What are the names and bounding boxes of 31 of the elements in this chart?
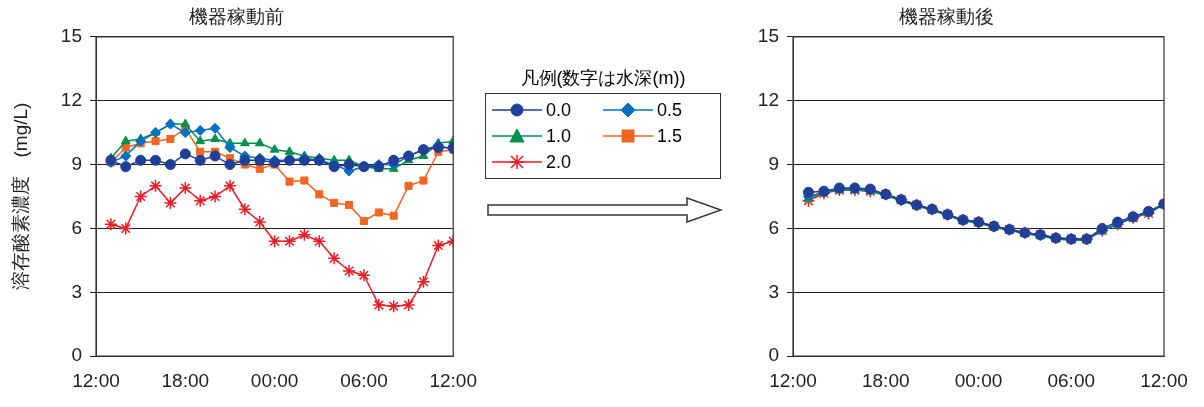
y-tick-label: 12 <box>757 88 779 110</box>
legend-label: 1.5 <box>657 125 683 147</box>
chart-title: 機器稼動後 <box>898 5 994 27</box>
x-tick-label: 18:00 <box>161 369 210 391</box>
x-tick-label: 18:00 <box>861 369 910 391</box>
chart-title: 機器稼動前 <box>189 5 284 27</box>
legend-label: 0.5 <box>657 99 683 121</box>
legend-label: 1.0 <box>546 125 572 147</box>
x-tick-label: 00:00 <box>954 369 1003 391</box>
y-tick-label: 6 <box>71 216 82 238</box>
x-tick-label: 12:00 <box>429 369 477 391</box>
y-tick-label: 9 <box>71 152 82 174</box>
x-tick-label: 06:00 <box>1047 369 1096 391</box>
legend-label: 2.0 <box>546 151 572 173</box>
y-axis-title: 溶存酸素濃度 (mg/L) <box>9 102 31 291</box>
x-tick-label: 12:00 <box>1140 369 1188 391</box>
y-tick-label: 12 <box>60 88 82 110</box>
legend-label: 0.0 <box>546 99 572 121</box>
y-tick-label: 9 <box>768 152 779 174</box>
y-tick-label: 0 <box>768 344 779 366</box>
x-tick-label: 00:00 <box>250 369 299 391</box>
y-tick-label: 15 <box>757 25 779 47</box>
y-tick-label: 15 <box>60 25 82 47</box>
x-tick-label: 12:00 <box>769 369 817 391</box>
y-tick-label: 0 <box>71 344 82 366</box>
x-tick-label: 06:00 <box>340 369 388 391</box>
legend-title: 凡例(数字は水深(m)) <box>519 67 687 90</box>
y-tick-label: 3 <box>71 280 82 302</box>
y-tick-label: 3 <box>768 280 779 302</box>
y-tick-label: 6 <box>768 216 779 238</box>
x-tick-label: 12:00 <box>72 369 120 391</box>
